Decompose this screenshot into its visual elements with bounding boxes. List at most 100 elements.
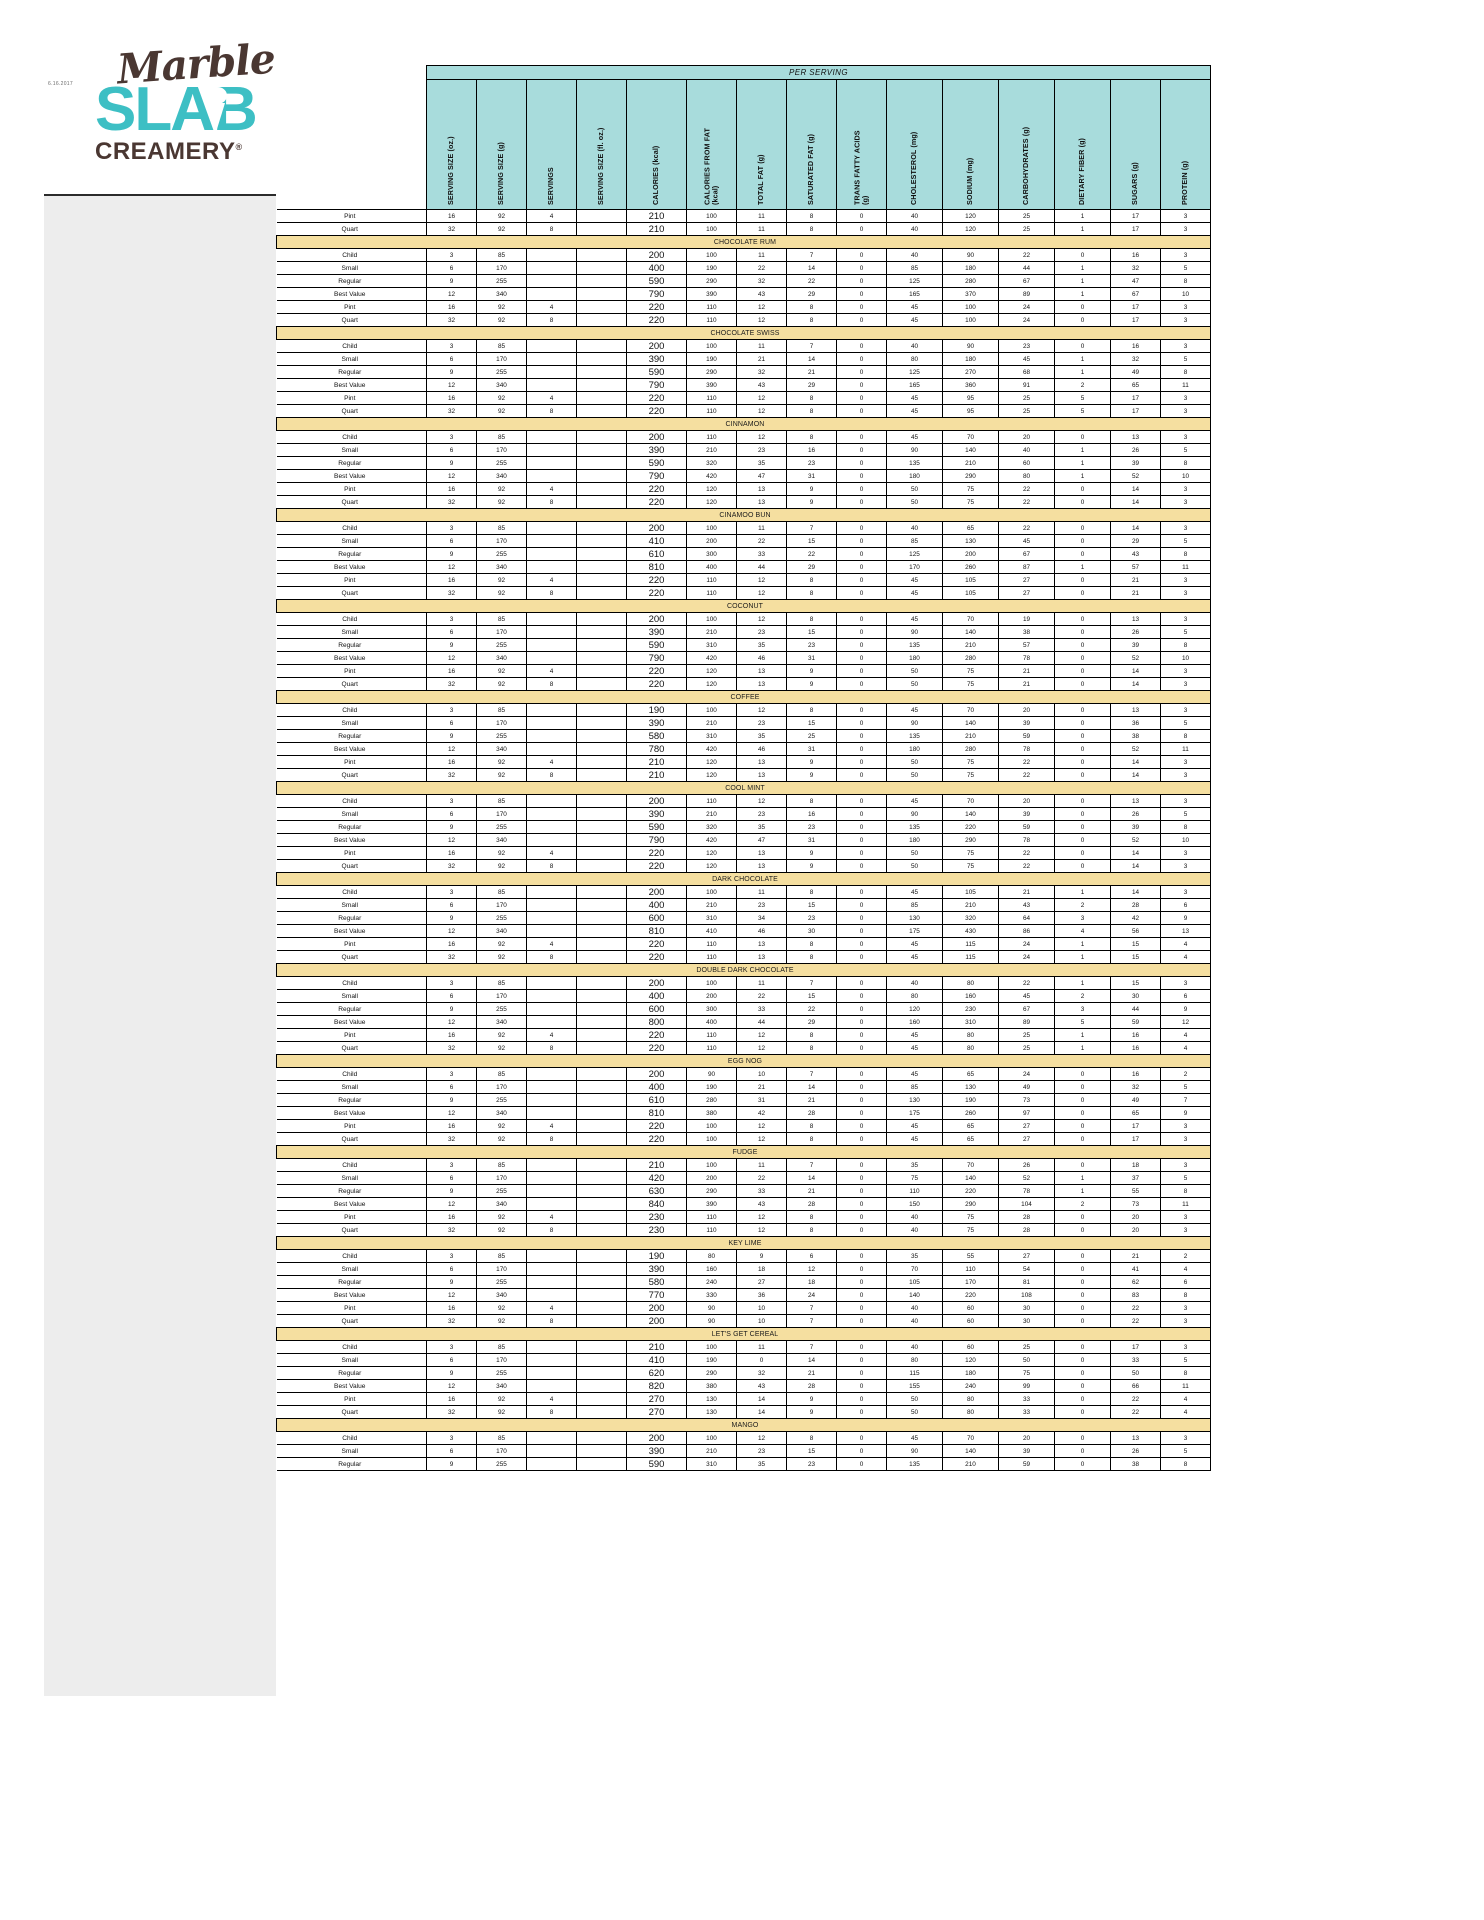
- cell-servings: [526, 703, 577, 717]
- cell-calories: 200: [626, 521, 687, 535]
- table-row: Regular 9 255 590 320 35 23 0 135 220 59 0 39 8: [276, 820, 1211, 834]
- cell-servings: [526, 547, 577, 561]
- cell-servings: 4: [526, 755, 577, 769]
- cell-carbs: 91: [998, 378, 1055, 392]
- cell-cal_from_fat: 290: [686, 1366, 737, 1380]
- cell-cal_from_fat: 120: [686, 859, 737, 873]
- cell-trans_fat: 0: [836, 521, 887, 535]
- cell-size_g: 170: [476, 443, 527, 457]
- cell-calories: 610: [626, 547, 687, 561]
- flavor-header-row: DOUBLE DARK CHOCOLATE: [276, 963, 1211, 977]
- cell-size_floz: [576, 222, 627, 236]
- cell-carbs: 22: [998, 768, 1055, 782]
- cell-sodium: 180: [942, 261, 999, 275]
- cell-sodium: 115: [942, 950, 999, 964]
- cell-carbs: 54: [998, 1262, 1055, 1276]
- cell-size_g: 340: [476, 1288, 527, 1302]
- cell-cal_from_fat: 100: [686, 521, 737, 535]
- cell-total_fat: 46: [736, 742, 787, 756]
- cell-sat_fat: 7: [786, 1067, 837, 1081]
- table-row: Quart 32 92 8 220 120 13 9 0 50 75 22 0 14 3: [276, 495, 1211, 509]
- cell-size_g: 92: [476, 1405, 527, 1419]
- column-header-label-trans_fat: TRANS FATTY ACIDS (g): [851, 130, 869, 205]
- cell-carbs: 57: [998, 638, 1055, 652]
- cell-size_oz: 3: [426, 339, 477, 353]
- cell-carbs: 24: [998, 937, 1055, 951]
- cell-sodium: 100: [942, 313, 999, 327]
- cell-label: Best Value: [276, 1379, 427, 1393]
- cell-sugars: 30: [1110, 989, 1161, 1003]
- cell-label: Child: [276, 1158, 427, 1172]
- cell-cholesterol: 180: [886, 469, 943, 483]
- cell-sodium: 240: [942, 1379, 999, 1393]
- header-row-label-blank: [276, 79, 427, 210]
- cell-carbs: 81: [998, 1275, 1055, 1289]
- cell-cholesterol: 45: [886, 612, 943, 626]
- cell-sat_fat: 8: [786, 430, 837, 444]
- cell-cal_from_fat: 100: [686, 612, 737, 626]
- cell-size_oz: 3: [426, 521, 477, 535]
- cell-fiber: 5: [1054, 1015, 1111, 1029]
- cell-protein: 3: [1160, 1210, 1211, 1224]
- cell-size_g: 255: [476, 456, 527, 470]
- cell-size_g: 92: [476, 859, 527, 873]
- cell-sodium: 70: [942, 612, 999, 626]
- table-row: Small 6 170 390 210 23 16 0 90 140 39 0 26 5: [276, 807, 1211, 821]
- cell-servings: 8: [526, 313, 577, 327]
- cell-size_g: 255: [476, 1002, 527, 1016]
- cell-protein: 3: [1160, 339, 1211, 353]
- cell-carbs: 59: [998, 820, 1055, 834]
- flavor-header-row: FUDGE: [276, 1145, 1211, 1159]
- cell-total_fat: 34: [736, 911, 787, 925]
- cell-cholesterol: 45: [886, 950, 943, 964]
- cell-size_floz: [576, 1340, 627, 1354]
- cell-carbs: 108: [998, 1288, 1055, 1302]
- cell-fiber: 0: [1054, 248, 1111, 262]
- cell-cal_from_fat: 380: [686, 1106, 737, 1120]
- cell-size_floz: [576, 729, 627, 743]
- flavor-name: KEY LIME: [276, 1236, 1211, 1250]
- cell-protein: 5: [1160, 1353, 1211, 1367]
- cell-trans_fat: 0: [836, 274, 887, 288]
- cell-cal_from_fat: 160: [686, 1262, 737, 1276]
- cell-cal_from_fat: 300: [686, 1002, 737, 1016]
- cell-size_oz: 9: [426, 1093, 477, 1107]
- cell-calories: 210: [626, 1158, 687, 1172]
- cell-sat_fat: 8: [786, 612, 837, 626]
- cell-fiber: 0: [1054, 807, 1111, 821]
- cell-cholesterol: 90: [886, 716, 943, 730]
- cell-label: Small: [276, 261, 427, 275]
- cell-label: Best Value: [276, 1015, 427, 1029]
- cell-sodium: 210: [942, 638, 999, 652]
- cell-size_g: 255: [476, 1366, 527, 1380]
- cell-protein: 3: [1160, 1431, 1211, 1445]
- table-row: Regular 9 255 580 310 35 25 0 135 210 59 0 38 8: [276, 729, 1211, 743]
- logo-creamery-word: CREAMERY®: [95, 140, 275, 164]
- cell-calories: 770: [626, 1288, 687, 1302]
- cell-size_floz: [576, 1002, 627, 1016]
- cell-label: Quart: [276, 1041, 427, 1055]
- cell-protein: 11: [1160, 378, 1211, 392]
- cell-trans_fat: 0: [836, 1379, 887, 1393]
- cell-sat_fat: 23: [786, 456, 837, 470]
- cell-protein: 4: [1160, 1028, 1211, 1042]
- marble-slab-creamery-logo: Marble SLAB CREAMERY®: [95, 35, 276, 194]
- cell-sat_fat: 24: [786, 1288, 837, 1302]
- cell-fiber: 0: [1054, 586, 1111, 600]
- cell-protein: 8: [1160, 820, 1211, 834]
- cell-carbs: 78: [998, 1184, 1055, 1198]
- cell-total_fat: 12: [736, 1210, 787, 1224]
- cell-servings: [526, 716, 577, 730]
- cell-servings: 8: [526, 950, 577, 964]
- cell-label: Quart: [276, 313, 427, 327]
- cell-size_floz: [576, 1210, 627, 1224]
- cell-protein: 8: [1160, 729, 1211, 743]
- cell-trans_fat: 0: [836, 352, 887, 366]
- cell-sugars: 43: [1110, 547, 1161, 561]
- cell-trans_fat: 0: [836, 898, 887, 912]
- cell-fiber: 1: [1054, 950, 1111, 964]
- cell-servings: [526, 352, 577, 366]
- cell-protein: 8: [1160, 365, 1211, 379]
- cell-cholesterol: 45: [886, 885, 943, 899]
- cell-total_fat: 42: [736, 1106, 787, 1120]
